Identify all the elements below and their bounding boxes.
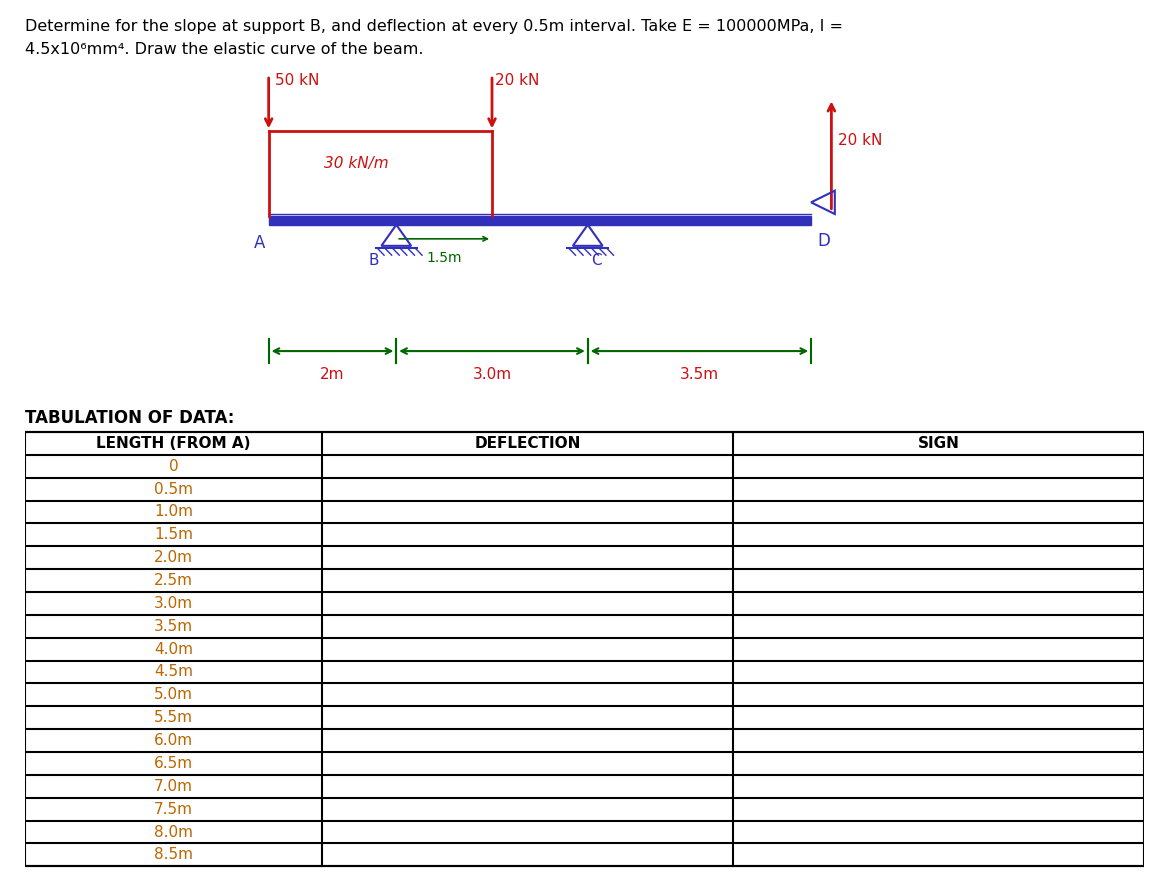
Text: 0: 0	[169, 458, 178, 474]
Text: 3.5m: 3.5m	[680, 368, 719, 382]
Text: C: C	[591, 253, 602, 268]
Text: 1.5m: 1.5m	[154, 527, 194, 542]
Text: 0.5m: 0.5m	[154, 482, 194, 497]
Text: 30 kN/m: 30 kN/m	[325, 156, 389, 171]
Text: 3.0m: 3.0m	[473, 368, 511, 382]
Text: B: B	[369, 253, 379, 268]
Text: 1.0m: 1.0m	[154, 505, 194, 519]
Text: 20 kN: 20 kN	[838, 133, 882, 148]
Text: 6.5m: 6.5m	[154, 756, 194, 771]
Text: LENGTH (FROM A): LENGTH (FROM A)	[96, 436, 252, 450]
Text: D: D	[818, 232, 831, 250]
Bar	[269, 217, 811, 224]
Text: 4.5m: 4.5m	[154, 664, 194, 679]
Text: 5.0m: 5.0m	[154, 687, 194, 703]
Text: 2m: 2m	[320, 368, 344, 382]
Text: 1.5m: 1.5m	[427, 251, 462, 265]
Text: SIGN: SIGN	[918, 436, 960, 450]
Text: 4.0m: 4.0m	[154, 642, 194, 656]
Text: 8.5m: 8.5m	[154, 848, 194, 863]
Text: 8.0m: 8.0m	[154, 824, 194, 840]
Text: DEFLECTION: DEFLECTION	[474, 436, 581, 450]
Text: 2.0m: 2.0m	[154, 550, 194, 565]
Text: 6.0m: 6.0m	[154, 733, 194, 748]
Text: 4.5x10⁶mm⁴. Draw the elastic curve of the beam.: 4.5x10⁶mm⁴. Draw the elastic curve of th…	[25, 42, 424, 57]
Text: TABULATION OF DATA:: TABULATION OF DATA:	[25, 409, 235, 427]
Text: 3.0m: 3.0m	[154, 596, 194, 611]
Text: Determine for the slope at support B, and deflection at every 0.5m interval. Tak: Determine for the slope at support B, an…	[25, 19, 844, 34]
Text: 5.5m: 5.5m	[154, 711, 194, 725]
Text: 3.5m: 3.5m	[154, 619, 194, 634]
Text: 2.5m: 2.5m	[154, 573, 194, 588]
Text: 7.0m: 7.0m	[154, 779, 194, 794]
Text: 50 kN: 50 kN	[276, 72, 320, 88]
Text: A: A	[254, 234, 265, 252]
Text: 7.5m: 7.5m	[154, 801, 194, 816]
Text: 20 kN: 20 kN	[495, 72, 540, 88]
